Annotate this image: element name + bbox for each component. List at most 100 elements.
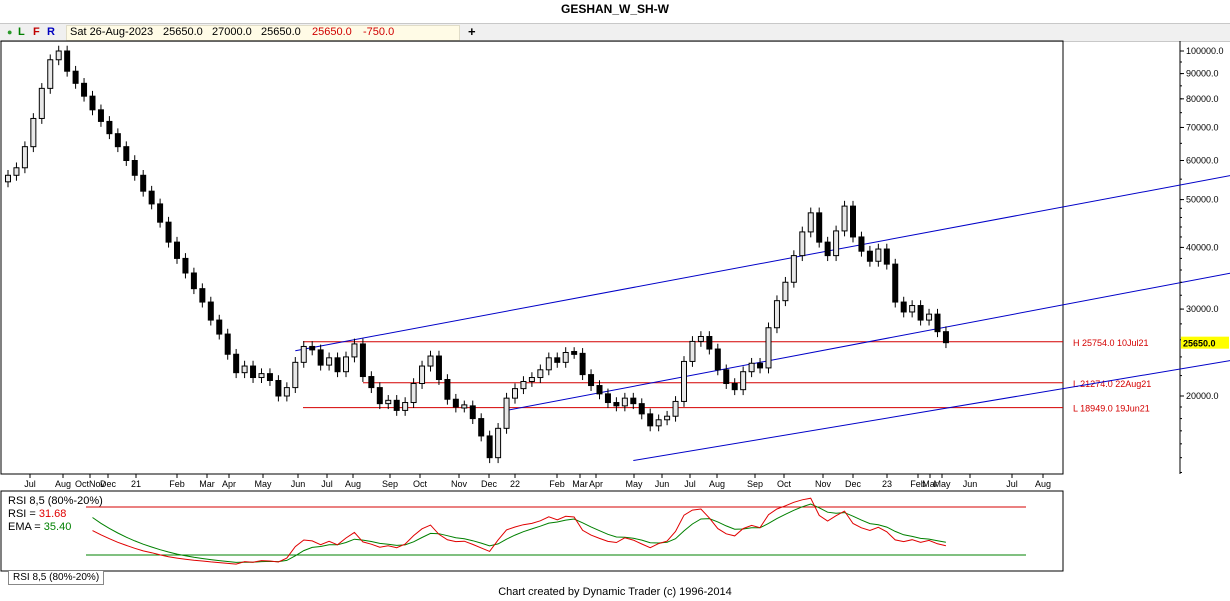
x-tick-label: Feb bbox=[549, 479, 565, 489]
y-tick-label: 30000.0 bbox=[1186, 304, 1219, 314]
candle-body bbox=[512, 388, 518, 399]
x-tick-label: Dec bbox=[481, 479, 498, 489]
candle-body bbox=[909, 305, 916, 313]
candle-body bbox=[562, 351, 569, 363]
candle-body bbox=[38, 87, 45, 119]
rsi-last-value: 31.68 bbox=[39, 508, 67, 520]
rsi-legend-title: RSI 8,5 (80%-20%) bbox=[8, 495, 103, 507]
ema-line bbox=[92, 503, 946, 563]
candle-body bbox=[97, 109, 104, 122]
candle-body bbox=[292, 361, 299, 389]
candle-body bbox=[495, 427, 502, 459]
x-tick-label: Feb bbox=[169, 479, 185, 489]
x-tick-label: Jun bbox=[655, 479, 670, 489]
rsi-legend-rsi: RSI = 31.68 bbox=[8, 508, 66, 520]
bar-date: Sat 26-Aug-2023 bbox=[70, 26, 154, 38]
candle-body bbox=[942, 331, 949, 344]
candle-body bbox=[174, 241, 180, 259]
candle-body bbox=[427, 355, 434, 367]
info-bar: ● L F R Sat 26-Aug-2023 25650.0 27000.0 … bbox=[0, 23, 1230, 42]
candle-body bbox=[883, 248, 890, 265]
candle-body bbox=[900, 301, 907, 313]
x-tick-label: Jul bbox=[24, 479, 36, 489]
channel-line-lower bbox=[633, 360, 1230, 462]
tab-rsi[interactable]: RSI 8,5 (80%-20%) bbox=[8, 571, 105, 585]
x-tick-label: Sep bbox=[382, 479, 398, 489]
candle-body bbox=[351, 343, 358, 358]
candle-body bbox=[892, 263, 899, 303]
candle-body bbox=[790, 255, 797, 283]
candle-body bbox=[833, 230, 840, 257]
x-tick-label: Oct bbox=[777, 479, 792, 489]
y-tick-label: 50000.0 bbox=[1186, 195, 1219, 205]
last-price-label: 25650.0 bbox=[1183, 339, 1216, 349]
candle-body bbox=[190, 272, 197, 290]
candle-body bbox=[224, 333, 231, 355]
candle-body bbox=[30, 117, 37, 148]
candle-body bbox=[13, 167, 20, 176]
candle-body bbox=[419, 365, 426, 385]
candle-body bbox=[478, 418, 485, 437]
y-tick-label: 80000.0 bbox=[1186, 94, 1219, 104]
status-dot-icon: ● bbox=[7, 27, 13, 37]
candle-body bbox=[571, 350, 578, 355]
crosshair-plus-icon[interactable]: + bbox=[468, 24, 476, 39]
candle-body bbox=[621, 397, 628, 407]
candle-body bbox=[21, 146, 28, 169]
horizontal-line-label-2: L 21274.0 22Aug21 bbox=[1073, 379, 1151, 389]
candle-body bbox=[444, 379, 451, 400]
candle-body bbox=[486, 435, 493, 459]
candle-body bbox=[64, 50, 71, 72]
candle-body bbox=[672, 400, 679, 417]
y-tick-label: 70000.0 bbox=[1186, 122, 1219, 132]
x-tick-label: Jun bbox=[291, 479, 306, 489]
x-tick-label: 21 bbox=[131, 479, 141, 489]
candle-body bbox=[140, 174, 147, 192]
candle-body bbox=[250, 365, 257, 379]
x-tick-label: May bbox=[933, 479, 951, 489]
fit-mode-button[interactable]: F bbox=[33, 26, 40, 38]
candle-body bbox=[841, 205, 848, 232]
candle-body bbox=[917, 305, 924, 321]
x-tick-label: Oct bbox=[413, 479, 428, 489]
candle-body bbox=[199, 288, 206, 303]
line-mode-button[interactable]: L bbox=[18, 26, 25, 38]
candle-body bbox=[343, 356, 349, 373]
x-tick-label: Aug bbox=[709, 479, 725, 489]
candle-body bbox=[469, 405, 476, 420]
candle-body bbox=[520, 380, 527, 390]
candle-body bbox=[123, 146, 130, 162]
bar-high: 27000.0 bbox=[212, 26, 252, 38]
candle-body bbox=[402, 402, 409, 411]
candle-body bbox=[300, 345, 307, 363]
last-price-badge bbox=[1181, 336, 1229, 349]
ema-last-value: 35.40 bbox=[44, 521, 72, 533]
candle-body bbox=[681, 360, 687, 402]
candle-body bbox=[613, 402, 620, 407]
x-tick-label: Nov bbox=[451, 479, 468, 489]
bar-low: 25650.0 bbox=[261, 26, 301, 38]
candle-body bbox=[757, 362, 764, 369]
x-tick-label: 22 bbox=[510, 479, 520, 489]
candle-body bbox=[799, 231, 806, 257]
candle-body bbox=[81, 82, 88, 97]
candle-body bbox=[5, 174, 11, 183]
candle-body bbox=[782, 281, 789, 302]
candle-body bbox=[723, 369, 730, 385]
candle-body bbox=[545, 357, 552, 371]
x-tick-label: May bbox=[625, 479, 643, 489]
candle-body bbox=[866, 250, 873, 262]
candle-body bbox=[309, 345, 316, 351]
candle-body bbox=[875, 248, 882, 262]
candle-body bbox=[148, 190, 155, 205]
y-tick-label: 100000.0 bbox=[1186, 46, 1224, 56]
bar-close: 25650.0 bbox=[312, 26, 352, 38]
reset-mode-button[interactable]: R bbox=[47, 26, 55, 38]
candle-body bbox=[258, 373, 265, 379]
candle-body bbox=[47, 59, 54, 89]
y-tick-label: 90000.0 bbox=[1186, 69, 1219, 79]
candle-body bbox=[89, 95, 96, 111]
chart-title: GESHAN_W_SH-W bbox=[560, 2, 669, 16]
x-tick-label: Dec bbox=[100, 479, 117, 489]
